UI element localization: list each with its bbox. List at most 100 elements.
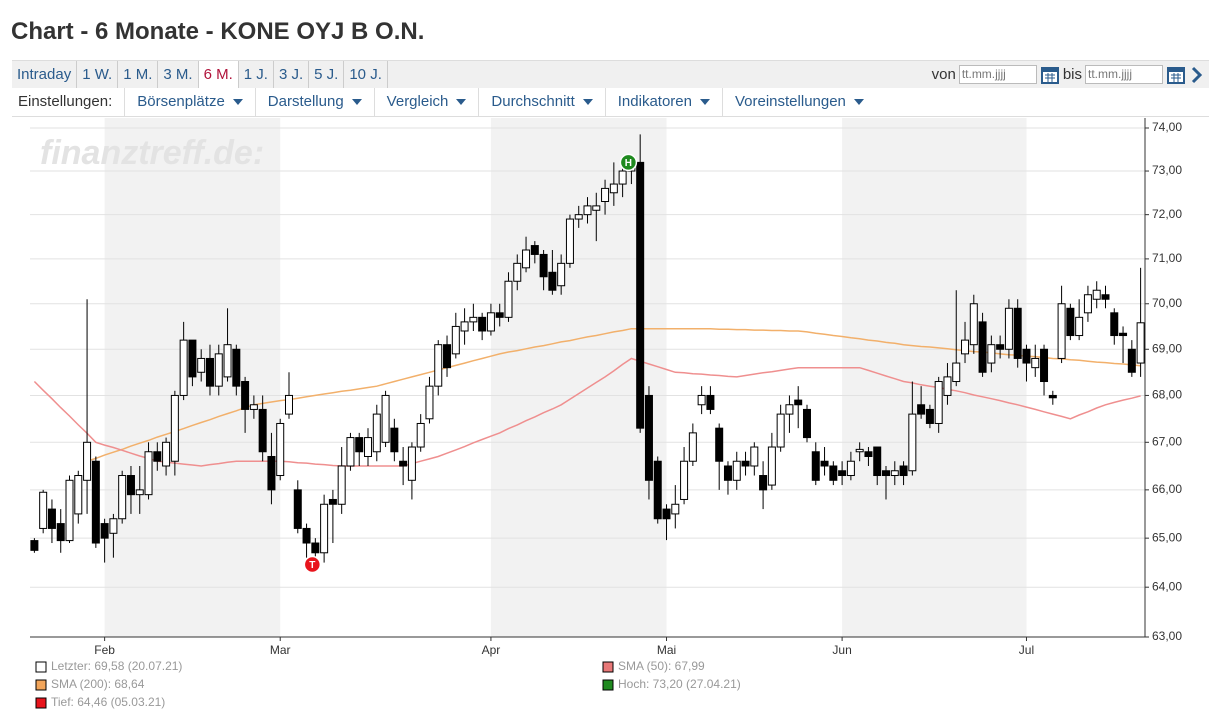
candle-body (522, 249, 531, 269)
candle-body (65, 479, 74, 542)
dropdown-arrow (853, 99, 864, 105)
candle-body (917, 404, 926, 415)
menu-item[interactable]: Vergleich (373, 88, 479, 116)
tab[interactable]: 10 J. (344, 61, 388, 88)
candle-body (390, 427, 399, 453)
candle-body (162, 441, 171, 467)
candle-body (952, 362, 961, 383)
tab[interactable]: Intraday (12, 61, 78, 88)
candle-body (1101, 294, 1110, 300)
dropdown-arrow (699, 99, 710, 105)
to-input[interactable]: tt.mm.jjjj (1085, 65, 1163, 84)
tab[interactable]: 6 M. (198, 61, 239, 88)
candle-body (565, 218, 574, 264)
tab[interactable]: 1 M. (118, 61, 159, 88)
menu-item[interactable]: Voreinstellungen (721, 88, 876, 116)
candle-body (680, 460, 689, 500)
next-arrow[interactable] (1189, 65, 1205, 85)
candle-body (838, 470, 847, 477)
candle-body (811, 451, 820, 481)
y-tick-label: 71,00 (1152, 251, 1182, 265)
candle-body (987, 344, 996, 364)
candle-body (205, 357, 214, 387)
dropdown-arrow (232, 99, 243, 105)
candle-body (302, 527, 311, 544)
candle-body (1004, 307, 1013, 350)
x-tick-label: Apr (482, 643, 501, 657)
menu-label: Indikatoren (617, 93, 692, 110)
candle-body (1040, 348, 1049, 383)
candle-body (355, 437, 364, 453)
calendar-icon[interactable] (1166, 65, 1186, 85)
candle-body (100, 523, 109, 539)
candle-body (416, 422, 425, 448)
candle-body (820, 460, 829, 467)
y-tick-label: 67,00 (1152, 434, 1182, 448)
candle-body (284, 394, 293, 415)
tab[interactable]: 1 J. (239, 61, 274, 88)
x-tick-label: Jul (1019, 643, 1034, 657)
extreme-marker (303, 555, 322, 574)
tab[interactable]: 1 W. (77, 61, 119, 88)
menu-label: Börsenplätze (137, 93, 225, 110)
legend-label: Letzter: 69,58 (20.07.21) (51, 659, 182, 673)
y-tick-label: 65,00 (1152, 530, 1182, 544)
candle-body (925, 408, 934, 424)
y-tick-label: 63,00 (1152, 629, 1182, 643)
candle-body (223, 344, 232, 378)
legend-swatch (602, 661, 614, 673)
candle-body (794, 399, 803, 406)
candle-body (1013, 307, 1022, 359)
candle-body (662, 508, 671, 520)
candle-body (460, 321, 469, 332)
candle-body (697, 394, 706, 406)
legend-swatch (35, 697, 47, 709)
menu-item[interactable]: Indikatoren (604, 88, 722, 116)
candle-body (1110, 312, 1119, 337)
candle-body (381, 394, 390, 443)
tab[interactable]: 3 M. (158, 61, 199, 88)
candle-body (644, 394, 653, 481)
menu-item[interactable]: Durchschnitt (478, 88, 604, 116)
candle-body (802, 408, 811, 439)
candle-body (539, 253, 548, 278)
candle-body (609, 183, 618, 194)
menu-item[interactable]: Börsenplätze (124, 88, 255, 116)
calendar-icon[interactable] (1040, 65, 1060, 85)
candle-body (899, 465, 908, 477)
y-tick-label: 70,00 (1152, 296, 1182, 310)
y-tick-label: 68,00 (1152, 388, 1182, 402)
candle-body (1136, 322, 1145, 364)
menu-item[interactable]: Darstellung (254, 88, 374, 116)
candle-body (337, 465, 346, 505)
candle-body (785, 404, 794, 415)
tab[interactable]: 5 J. (309, 61, 345, 88)
candle-body (249, 404, 258, 410)
candle-body (451, 325, 460, 355)
tab[interactable]: 3 J. (274, 61, 310, 88)
candle-body (328, 498, 337, 505)
tab-bar: Intraday 1 W. 1 M. 3 M. 6 M. 1 J. 3 J. 5 J. 10 J… (12, 60, 1209, 88)
from-label: von (931, 66, 956, 83)
legend-label: Tief: 64,46 (05.03.21) (51, 695, 165, 709)
menu-label: Vergleich (386, 93, 449, 110)
candle-body (574, 214, 583, 220)
candle-body (197, 357, 206, 373)
extreme-marker-label: T (309, 560, 315, 571)
menu-bar: Einstellungen: Börsenplätze Darstellung Ve… (12, 88, 1209, 117)
candle-body (557, 262, 566, 287)
candle-body (636, 161, 645, 429)
candle-body (91, 460, 100, 544)
candle-body (276, 422, 285, 477)
from-input[interactable]: tt.mm.jjjj (958, 65, 1037, 84)
dropdown-arrow (456, 99, 467, 105)
candle-body (504, 280, 513, 318)
sma-line (33, 357, 1141, 467)
candle-body (715, 427, 724, 462)
candle-body (961, 339, 970, 355)
candle-body (126, 475, 135, 496)
candle-body (214, 353, 223, 387)
candle-body (776, 413, 785, 448)
candle-body (1083, 294, 1092, 314)
